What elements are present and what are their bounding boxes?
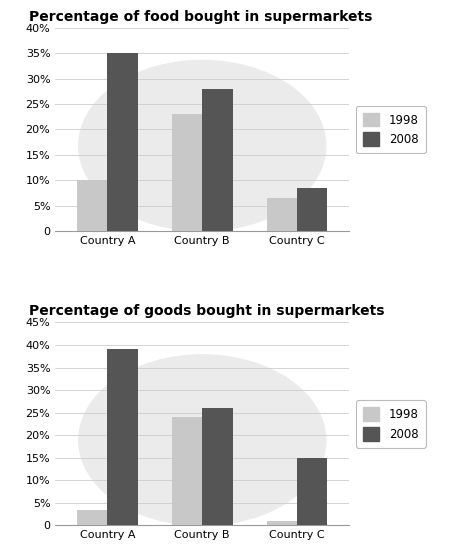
Bar [107, 349, 137, 525]
Text: Percentage of goods bought in supermarkets: Percentage of goods bought in supermarke… [28, 305, 383, 319]
Bar [107, 53, 137, 231]
Bar [297, 188, 327, 231]
Bar [202, 408, 232, 525]
Bar [202, 89, 232, 231]
Circle shape [78, 60, 325, 231]
Circle shape [78, 355, 325, 525]
Legend: 1998, 2008: 1998, 2008 [355, 400, 425, 448]
Bar [297, 458, 327, 525]
Bar [266, 521, 297, 525]
Bar [77, 180, 107, 231]
Bar [172, 114, 202, 231]
Text: Percentage of food bought in supermarkets: Percentage of food bought in supermarket… [28, 10, 371, 24]
Bar [77, 510, 107, 525]
Legend: 1998, 2008: 1998, 2008 [355, 106, 425, 153]
Bar [266, 198, 297, 231]
Bar [172, 417, 202, 525]
